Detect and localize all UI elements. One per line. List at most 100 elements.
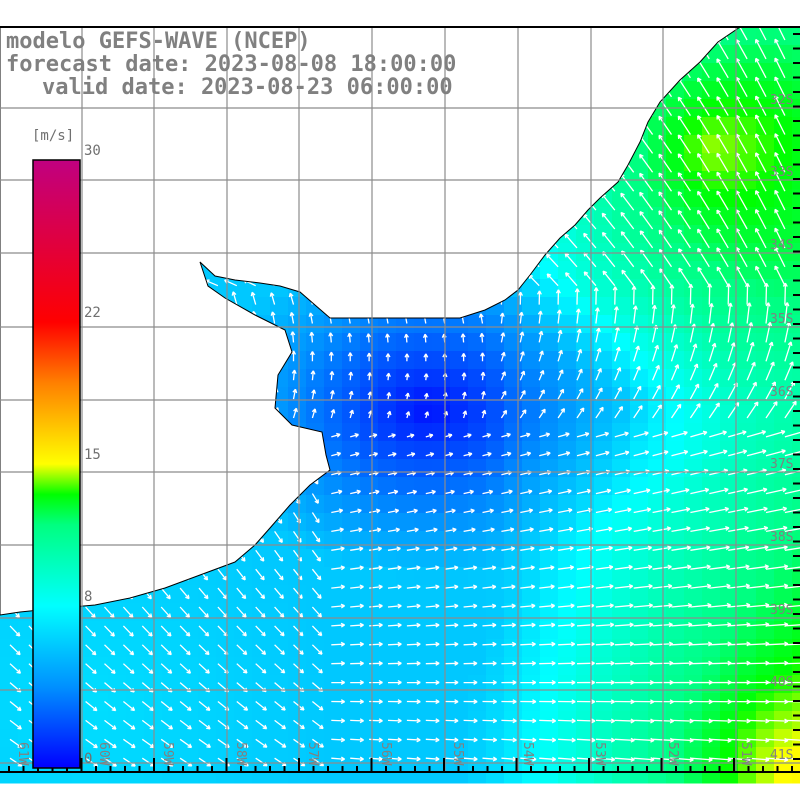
wind-arrow [595, 526, 613, 533]
speed-cell [756, 189, 775, 208]
wind-arrow [707, 283, 713, 305]
speed-cell [396, 513, 415, 532]
speed-cell [540, 441, 559, 460]
wind-arrow [558, 699, 576, 705]
wind-arrow [350, 489, 361, 495]
speed-cell [522, 747, 541, 766]
speed-cell [342, 603, 361, 622]
wind-arrow [141, 719, 155, 730]
wind-arrow [633, 526, 652, 533]
speed-cell [792, 351, 800, 370]
speed-cell [648, 423, 667, 442]
valid-date: valid date: 2023-08-23 06:00:00 [42, 75, 453, 100]
speed-cell [720, 585, 739, 604]
speed-cell [540, 585, 559, 604]
wind-arrow [709, 525, 730, 533]
wind-arrow [311, 408, 317, 419]
speed-cell [270, 693, 289, 712]
speed-cell [162, 675, 181, 694]
wind-arrow [406, 641, 421, 647]
wind-arrow [614, 507, 632, 514]
speed-cell [90, 603, 109, 622]
speed-cell [612, 657, 631, 676]
wind-arrow [350, 603, 364, 609]
lat-label: 41S [770, 748, 793, 763]
speed-cell [594, 261, 613, 280]
speed-cell [324, 531, 343, 550]
wind-arrow [614, 346, 621, 362]
wind-arrow [369, 565, 383, 571]
speed-cell [396, 675, 415, 694]
wind-arrow [595, 699, 615, 705]
speed-cell [576, 441, 595, 460]
wind-arrow [85, 606, 96, 619]
speed-cell [774, 549, 793, 568]
speed-cell [90, 675, 109, 694]
wind-arrow [595, 507, 613, 514]
speed-cell [738, 117, 757, 136]
speed-cell [774, 81, 793, 100]
wind-arrow [539, 660, 556, 666]
wind-arrow [697, 228, 710, 249]
wind-arrow [728, 583, 751, 589]
wind-arrow [620, 231, 635, 249]
speed-cell [630, 387, 649, 406]
wind-arrow [614, 488, 631, 495]
wind-arrow [774, 227, 786, 249]
wind-arrow [463, 680, 478, 686]
speed-cell [648, 207, 667, 226]
wind-arrow [425, 680, 440, 686]
speed-cell [306, 513, 325, 532]
wind-arrow [288, 292, 295, 305]
speed-cell [378, 585, 397, 604]
wind-arrow [539, 718, 557, 724]
speed-cell [666, 297, 685, 316]
speed-cell [468, 387, 487, 406]
speed-cell [576, 765, 595, 784]
wind-arrow [270, 311, 276, 324]
wind-arrow [406, 546, 420, 552]
wind-arrow [423, 353, 429, 362]
wind-arrow [480, 352, 486, 362]
speed-cell [324, 747, 343, 766]
wind-arrow [716, 96, 729, 116]
speed-cell [306, 621, 325, 640]
speed-cell [648, 387, 667, 406]
speed-cell [108, 657, 127, 676]
speed-cell [414, 549, 433, 568]
wind-arrow [331, 584, 345, 590]
speed-cell [594, 747, 613, 766]
speed-cell [396, 477, 415, 496]
wind-arrow [499, 312, 505, 324]
wind-arrow [782, 282, 788, 305]
wind-arrow [425, 452, 435, 457]
speed-cell [612, 531, 631, 550]
wind-arrow [671, 487, 690, 495]
speed-cell [450, 441, 469, 460]
speed-cell [792, 279, 800, 298]
wind-arrow [576, 718, 596, 724]
speed-cell [774, 675, 793, 694]
speed-cell [522, 495, 541, 514]
lon-label: 54W [520, 742, 535, 766]
speed-cell [684, 279, 703, 298]
speed-cell [522, 621, 541, 640]
speed-cell [540, 261, 559, 280]
speed-cell [360, 441, 379, 460]
speed-cell [540, 603, 559, 622]
speed-cell [792, 495, 800, 514]
speed-cell [180, 585, 199, 604]
speed-cell [360, 765, 379, 784]
wind-arrow [746, 302, 752, 324]
speed-cell [342, 495, 361, 514]
wind-arrow [595, 545, 613, 551]
speed-cell [414, 513, 433, 532]
wind-arrow [697, 115, 710, 135]
wind-arrow [292, 407, 298, 419]
wind-arrow [539, 432, 551, 438]
speed-cell [684, 423, 703, 442]
speed-cell [414, 369, 433, 388]
wind-arrow [309, 331, 315, 343]
speed-cell [342, 531, 361, 550]
